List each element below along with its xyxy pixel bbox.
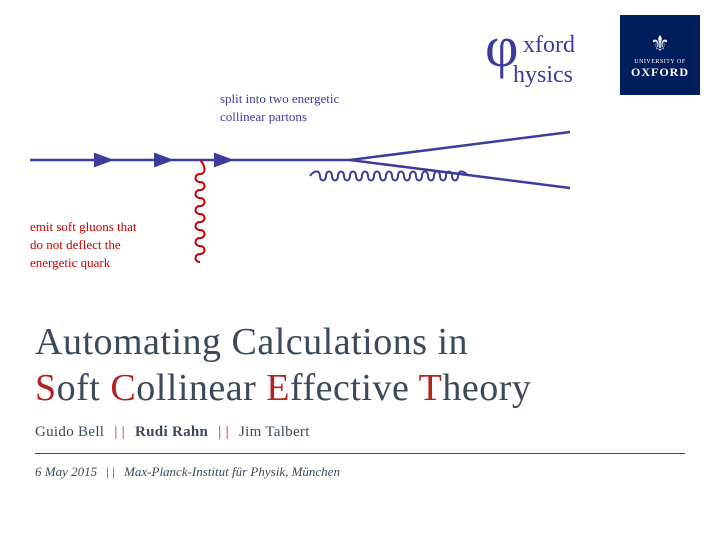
footer-line: 6 May 2015 | | Max-Planck-Institut für P… xyxy=(35,464,685,480)
annotation-split-collinear: split into two energetic collinear parto… xyxy=(220,90,339,126)
oxford-crest-logo: ⚜ UNIVERSITY OF OXFORD xyxy=(620,15,700,95)
oxford-physics-logo: φ xford hysics xyxy=(465,18,605,103)
footer-date: 6 May 2015 xyxy=(35,464,97,479)
hysics-text: hysics xyxy=(513,62,573,88)
footer-venue: Max-Planck-Institut für Physik, München xyxy=(124,464,340,479)
xford-text: xford xyxy=(523,32,575,58)
oxford-label: OXFORD xyxy=(631,65,689,80)
author-2-highlighted: Rudi Rahn xyxy=(135,424,208,440)
author-3: Jim Talbert xyxy=(239,424,310,440)
separator-icon: | | xyxy=(218,424,229,440)
authors-line: Guido Bell | | Rudi Rahn | | Jim Talbert xyxy=(35,424,685,441)
separator-icon: | | xyxy=(106,464,114,479)
separator-icon: | | xyxy=(114,424,125,440)
title-block: Automating Calculations in Soft Collinea… xyxy=(35,320,685,480)
feynman-diagram xyxy=(30,130,590,270)
divider-line xyxy=(35,453,685,454)
crest-icon: ⚜ xyxy=(650,31,670,57)
title-line-2: Soft Collinear Effective Theory xyxy=(35,366,685,410)
author-1: Guido Bell xyxy=(35,424,104,440)
title-line-1: Automating Calculations in xyxy=(35,320,685,364)
